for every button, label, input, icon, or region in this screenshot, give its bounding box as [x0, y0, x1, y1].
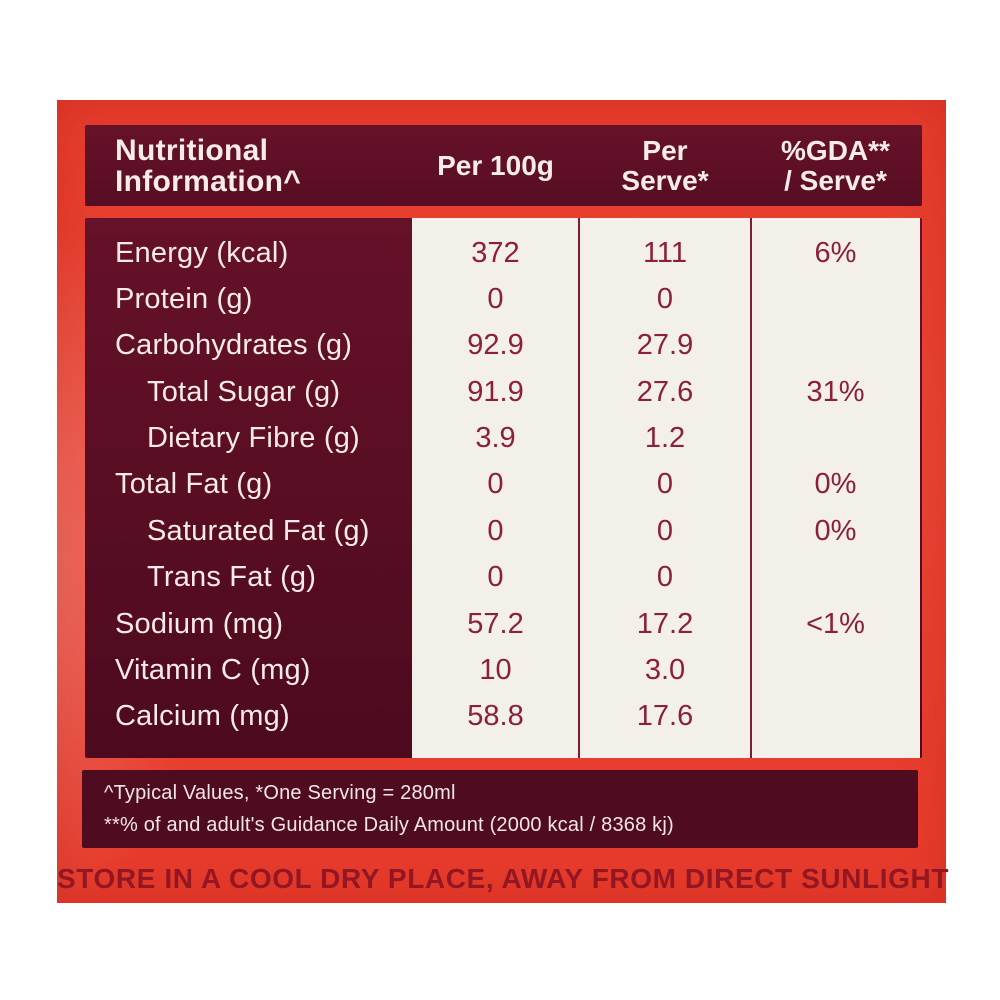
- values-background: [412, 218, 920, 758]
- value-gda: 31%: [806, 375, 865, 408]
- value-per-serve: 111: [642, 236, 688, 269]
- value-per-serve: 0: [656, 514, 674, 547]
- table-row-calcium: Calcium (mg) 58.8 17.6: [85, 694, 922, 740]
- column-divider-1: [578, 218, 580, 758]
- row-label: Calcium (mg): [115, 700, 290, 733]
- gda-label-line2: / Serve*: [784, 164, 887, 196]
- row-label: Protein (g): [115, 283, 253, 316]
- value-per-serve: 0: [656, 561, 674, 594]
- value-gda: 6%: [814, 236, 857, 269]
- table-row-saturated-fat: Saturated Fat (g) 0 0 0%: [85, 508, 922, 554]
- table-row-trans-fat: Trans Fat (g) 0 0: [85, 555, 922, 601]
- value-per-100g: 91.9: [467, 375, 524, 408]
- value-per-serve: 27.9: [636, 329, 694, 362]
- table-row-dietary-fibre: Dietary Fibre (g) 3.9 1.2: [85, 415, 922, 461]
- table-row-total-fat: Total Fat (g) 0 0 0%: [85, 462, 922, 508]
- table-title: Nutritional Information^: [115, 135, 301, 197]
- value-per-100g: 0: [487, 561, 504, 594]
- value-per-100g: 58.8: [467, 700, 524, 733]
- gda-label-line1: %GDA**: [781, 134, 890, 166]
- value-per-100g: 0: [487, 514, 504, 547]
- value-per-serve: 3.0: [644, 653, 686, 686]
- value-per-100g: 3.9: [475, 422, 516, 455]
- value-per-100g: 0: [487, 283, 504, 316]
- row-label: Dietary Fibre (g): [147, 422, 360, 455]
- column-divider-2: [750, 218, 752, 758]
- footnote-gda-definition: **% of and adult's Guidance Daily Amount…: [104, 813, 674, 836]
- table-row-vitamin-c: Vitamin C (mg) 10 3.0: [85, 647, 922, 693]
- value-per-serve: 17.6: [636, 700, 694, 733]
- nutrition-rows: Energy (kcal) 372 111 6% Protein (g) 0 0…: [85, 218, 922, 758]
- footnote-typical-values: ^Typical Values, *One Serving = 280ml: [104, 781, 456, 804]
- table-title-line1: Nutritional: [115, 133, 269, 167]
- column-header-per-100g: Per 100g: [412, 125, 579, 206]
- value-gda: 0%: [814, 514, 857, 547]
- per-100g-label: Per 100g: [437, 149, 554, 181]
- value-per-100g: 92.9: [467, 329, 524, 362]
- value-gda: <1%: [806, 607, 865, 640]
- table-row-total-sugar: Total Sugar (g) 91.9 27.6 31%: [85, 369, 922, 415]
- table-row-protein: Protein (g) 0 0: [85, 276, 922, 322]
- row-label: Saturated Fat (g): [147, 514, 370, 547]
- row-label: Trans Fat (g): [147, 561, 317, 594]
- storage-instruction: STORE IN A COOL DRY PLACE, AWAY FROM DIR…: [57, 863, 950, 894]
- column-header-per-serve: Per Serve*: [579, 125, 751, 206]
- row-label: Carbohydrates (g): [115, 329, 353, 362]
- value-per-serve: 0: [656, 468, 674, 501]
- value-per-100g: 57.2: [467, 607, 524, 640]
- nutrition-table-header: Nutritional Information^ Per 100g Per Se…: [85, 125, 922, 206]
- row-label: Energy (kcal): [115, 236, 289, 269]
- value-per-serve: 0: [656, 283, 674, 316]
- footnotes: ^Typical Values, *One Serving = 280ml **…: [82, 770, 918, 848]
- value-per-serve: 17.2: [636, 607, 694, 640]
- column-header-gda-per-serve: %GDA** / Serve*: [751, 125, 920, 206]
- value-per-serve: 1.2: [644, 422, 686, 455]
- row-label: Total Fat (g): [115, 468, 273, 501]
- row-label: Vitamin C (mg): [115, 653, 311, 686]
- nutrition-table-body: Energy (kcal) 372 111 6% Protein (g) 0 0…: [85, 218, 922, 758]
- value-per-serve: 27.6: [636, 375, 694, 408]
- table-row-carbohydrates: Carbohydrates (g) 92.9 27.9: [85, 323, 922, 369]
- per-serve-label-line1: Per: [642, 134, 688, 166]
- value-per-100g: 372: [471, 236, 520, 269]
- row-label: Total Sugar (g): [147, 375, 341, 408]
- table-row-sodium: Sodium (mg) 57.2 17.2 <1%: [85, 601, 922, 647]
- value-per-100g: 0: [487, 468, 504, 501]
- value-gda: 0%: [814, 468, 857, 501]
- per-serve-label-line2: Serve*: [621, 164, 709, 196]
- table-row-energy: Energy (kcal) 372 111 6%: [85, 230, 922, 276]
- table-title-line2: Information^: [115, 164, 302, 198]
- value-per-100g: 10: [479, 653, 512, 686]
- row-label: Sodium (mg): [115, 607, 284, 640]
